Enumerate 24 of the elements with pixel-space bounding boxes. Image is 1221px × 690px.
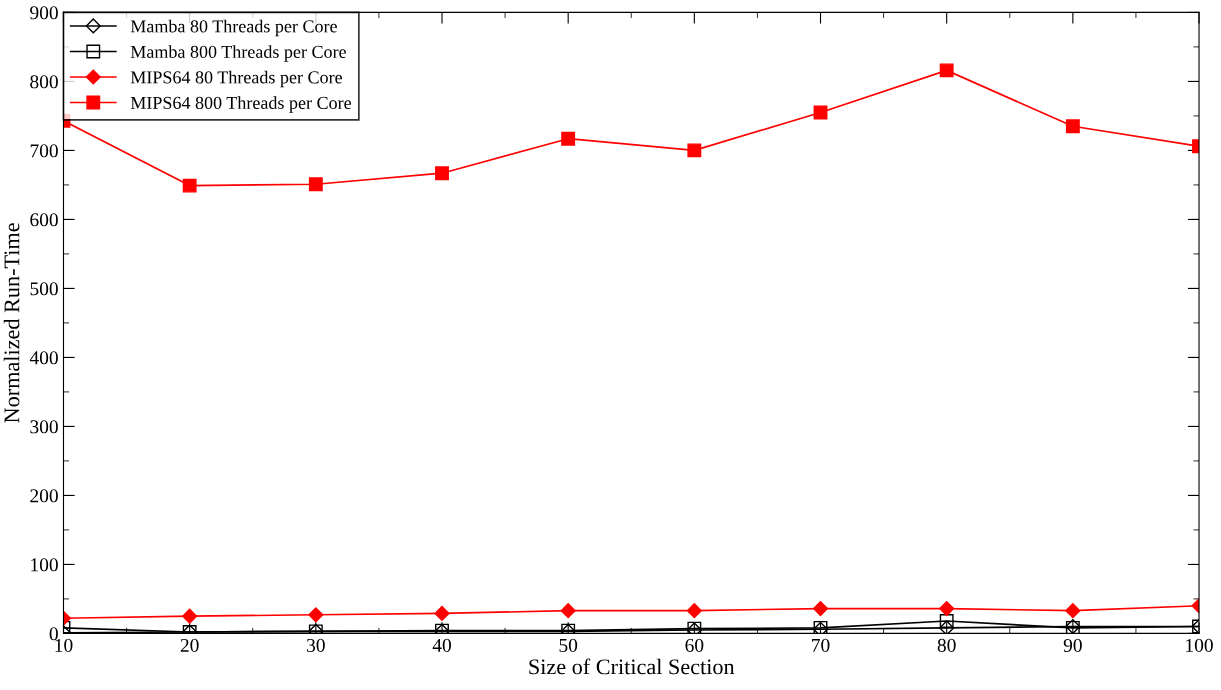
legend-label: Mamba 80 Threads per Core: [130, 19, 337, 37]
legend-label: MIPS64 80 Threads per Core: [130, 70, 342, 88]
y-tick-label: 400: [29, 351, 58, 365]
x-tick-label: 20: [180, 638, 199, 652]
y-tick-label: 200: [30, 489, 58, 503]
legend-label: MIPS64 800 Threads per Core: [130, 96, 351, 113]
y-tick-label: 600: [30, 213, 58, 227]
y-tick-label: 100: [31, 558, 58, 572]
x-tick-label: 70: [812, 638, 830, 652]
x-tick-label: 80: [937, 638, 956, 652]
x-tick-label: 100: [1186, 638, 1213, 652]
x-tick-label: 50: [559, 638, 578, 652]
x-axis-title: Size of Critical Section: [529, 658, 735, 675]
y-tick-label: 900: [30, 6, 58, 20]
y-tick-label: 300: [30, 420, 58, 434]
legend-label: Mamba 800 Threads per Core: [130, 45, 346, 62]
x-tick-label: 60: [685, 638, 704, 652]
x-tick-label: 30: [307, 638, 325, 652]
y-axis-title: Normalized Run-Time: [3, 223, 20, 423]
y-tick-label: 800: [30, 75, 58, 89]
x-tick-label: 90: [1063, 638, 1082, 652]
x-tick-label: 40: [432, 638, 451, 652]
y-tick-label: 700: [30, 144, 58, 158]
y-tick-label: 500: [30, 282, 58, 296]
